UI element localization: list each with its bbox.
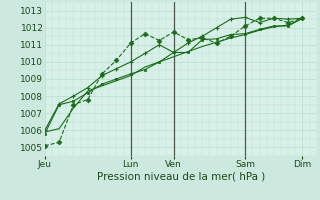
X-axis label: Pression niveau de la mer( hPa ): Pression niveau de la mer( hPa ) <box>97 172 265 182</box>
